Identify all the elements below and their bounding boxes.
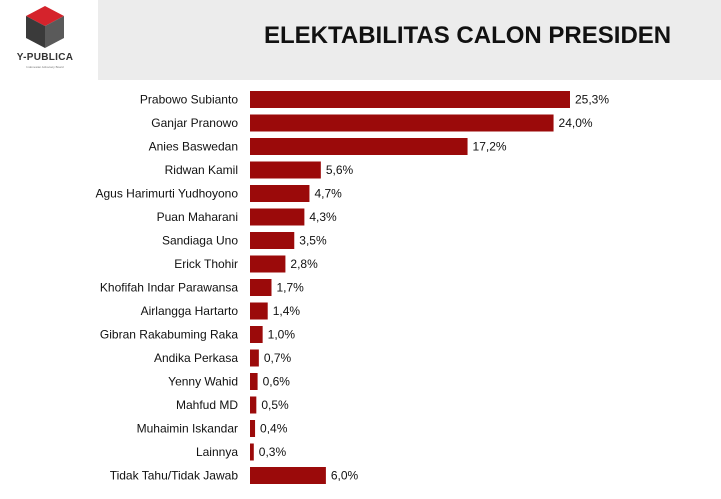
bar bbox=[250, 138, 468, 155]
category-label: Gibran Rakabuming Raka bbox=[100, 328, 238, 342]
value-label: 0,4% bbox=[260, 422, 288, 436]
chart-title: ELEKTABILITAS CALON PRESIDEN bbox=[264, 22, 672, 49]
category-label: Ridwan Kamil bbox=[165, 163, 238, 177]
value-label: 6,0% bbox=[331, 469, 359, 483]
bar bbox=[250, 396, 257, 414]
value-label: 2,8% bbox=[290, 257, 318, 271]
category-label: Agus Harimurti Yudhoyono bbox=[95, 187, 238, 201]
chart-marks: Prabowo Subianto 25,3% Ganjar Pranowo 24,0%… bbox=[95, 91, 609, 484]
bar bbox=[250, 255, 286, 273]
value-label: 0,6% bbox=[263, 375, 291, 389]
value-label: 24,0% bbox=[559, 116, 593, 130]
category-label: Lainnya bbox=[196, 445, 238, 459]
value-label: 1,0% bbox=[268, 328, 296, 342]
logo: Y-PUBLICA Indonesian Advocacy Board bbox=[0, 0, 98, 80]
value-label: 4,7% bbox=[314, 187, 342, 201]
value-label: 0,3% bbox=[259, 445, 287, 459]
bar bbox=[250, 349, 259, 367]
bar bbox=[250, 208, 305, 226]
bar bbox=[250, 161, 321, 179]
bar bbox=[250, 443, 254, 461]
bar bbox=[250, 467, 326, 484]
value-label: 5,6% bbox=[326, 163, 354, 177]
value-label: 3,5% bbox=[299, 234, 327, 248]
category-label: Tidak Tahu/Tidak Jawab bbox=[110, 469, 239, 483]
category-label: Airlangga Hartarto bbox=[141, 304, 239, 318]
bar bbox=[250, 91, 570, 108]
category-label: Khofifah Indar Parawansa bbox=[100, 281, 238, 295]
value-label: 1,4% bbox=[273, 304, 301, 318]
category-label: Ganjar Pranowo bbox=[151, 116, 238, 130]
value-label: 4,3% bbox=[309, 210, 337, 224]
category-label: Puan Maharani bbox=[157, 210, 238, 224]
value-label: 25,3% bbox=[575, 93, 609, 107]
category-label: Prabowo Subianto bbox=[140, 93, 238, 107]
bar bbox=[250, 373, 258, 390]
header-bar bbox=[0, 0, 721, 80]
logo-cube-left bbox=[26, 16, 45, 48]
bar bbox=[250, 279, 272, 296]
bar bbox=[250, 185, 310, 202]
bar bbox=[250, 114, 554, 132]
category-label: Andika Perkasa bbox=[154, 351, 238, 365]
bar bbox=[250, 326, 263, 343]
logo-cube-right bbox=[45, 16, 64, 48]
bar bbox=[250, 302, 268, 320]
logo-tagline: Indonesian Advocacy Board bbox=[26, 65, 64, 69]
value-label: 17,2% bbox=[473, 140, 507, 154]
category-label: Mahfud MD bbox=[176, 398, 238, 412]
category-label: Erick Thohir bbox=[174, 257, 238, 271]
bar bbox=[250, 420, 256, 437]
value-label: 1,7% bbox=[277, 281, 305, 295]
category-label: Sandiaga Uno bbox=[162, 234, 238, 248]
logo-cube-icon bbox=[26, 6, 64, 48]
bar bbox=[250, 232, 295, 249]
logo-name: Y-PUBLICA bbox=[16, 52, 74, 63]
value-label: 0,7% bbox=[264, 351, 292, 365]
category-label: Anies Baswedan bbox=[149, 140, 238, 154]
value-label: 0,5% bbox=[261, 398, 289, 412]
category-label: Yenny Wahid bbox=[168, 375, 238, 389]
category-label: Muhaimin Iskandar bbox=[137, 422, 238, 436]
